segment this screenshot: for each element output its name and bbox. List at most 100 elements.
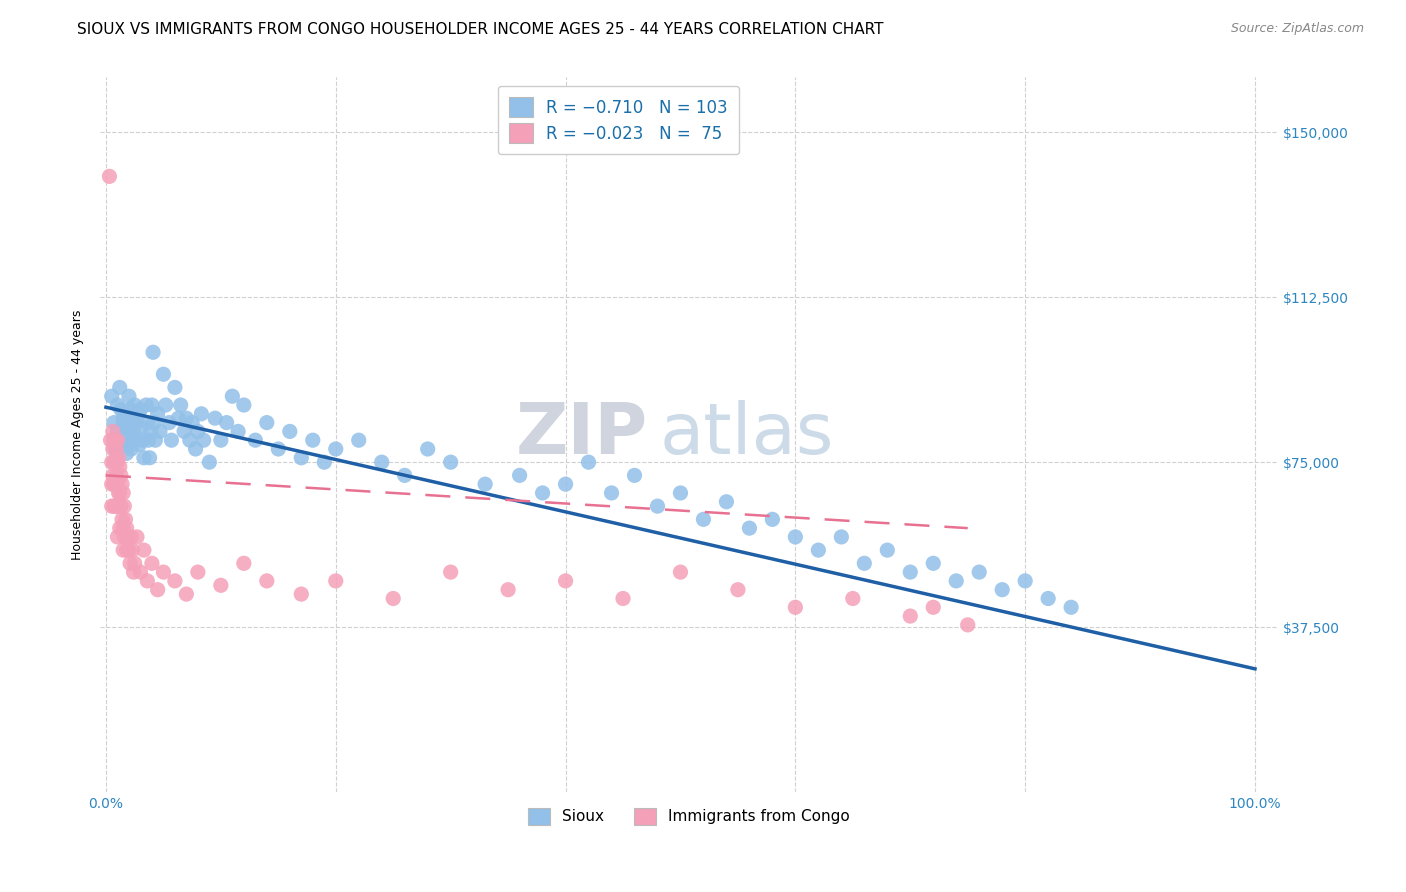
Point — [110, 402, 132, 417]
Point — [785, 530, 807, 544]
Point — [370, 455, 392, 469]
Point — [104, 499, 127, 513]
Point — [104, 433, 127, 447]
Point — [198, 455, 221, 469]
Point — [118, 389, 141, 403]
Point — [898, 609, 921, 624]
Point — [142, 345, 165, 359]
Point — [669, 565, 692, 579]
Point — [143, 416, 166, 430]
Point — [256, 574, 278, 588]
Point — [124, 398, 146, 412]
Point — [115, 429, 138, 443]
Point — [600, 486, 623, 500]
Point — [163, 574, 186, 588]
Legend: Sioux, Immigrants from Congo: Sioux, Immigrants from Congo — [519, 798, 859, 834]
Point — [394, 468, 416, 483]
Point — [117, 416, 139, 430]
Point — [167, 411, 190, 425]
Point — [112, 543, 135, 558]
Point — [103, 416, 125, 430]
Point — [111, 420, 134, 434]
Point — [103, 455, 125, 469]
Point — [176, 411, 198, 425]
Point — [141, 398, 163, 412]
Point — [215, 416, 238, 430]
Point — [232, 557, 254, 571]
Point — [474, 477, 496, 491]
Point — [382, 591, 405, 606]
Point — [132, 450, 155, 465]
Point — [114, 407, 136, 421]
Point — [647, 499, 669, 513]
Point — [125, 416, 148, 430]
Point — [956, 618, 979, 632]
Point — [290, 587, 312, 601]
Point — [945, 574, 967, 588]
Point — [107, 433, 129, 447]
Point — [157, 416, 180, 430]
Point — [187, 565, 209, 579]
Point — [101, 442, 124, 456]
Point — [578, 455, 600, 469]
Point — [107, 455, 129, 469]
Point — [145, 433, 167, 447]
Point — [108, 459, 131, 474]
Point — [496, 582, 519, 597]
Point — [110, 499, 132, 513]
Point — [179, 433, 201, 447]
Point — [141, 557, 163, 571]
Point — [101, 468, 124, 483]
Point — [136, 416, 159, 430]
Point — [146, 582, 169, 597]
Point — [120, 420, 142, 434]
Point — [761, 512, 783, 526]
Point — [107, 486, 129, 500]
Point — [853, 557, 876, 571]
Point — [115, 446, 138, 460]
Point — [232, 398, 254, 412]
Point — [120, 402, 142, 417]
Point — [118, 411, 141, 425]
Point — [160, 433, 183, 447]
Point — [509, 468, 531, 483]
Point — [245, 433, 267, 447]
Point — [807, 543, 830, 558]
Point — [922, 600, 945, 615]
Point — [267, 442, 290, 456]
Point — [125, 530, 148, 544]
Point — [193, 433, 215, 447]
Point — [135, 398, 157, 412]
Point — [115, 521, 138, 535]
Point — [107, 425, 129, 439]
Point — [117, 530, 139, 544]
Point — [785, 600, 807, 615]
Point — [173, 425, 195, 439]
Point — [108, 521, 131, 535]
Point — [152, 565, 174, 579]
Point — [738, 521, 761, 535]
Point — [132, 543, 155, 558]
Point — [104, 442, 127, 456]
Point — [120, 442, 142, 456]
Point — [187, 425, 209, 439]
Point — [107, 450, 129, 465]
Point — [107, 477, 129, 491]
Point — [146, 407, 169, 421]
Point — [226, 425, 249, 439]
Point — [440, 455, 463, 469]
Point — [112, 433, 135, 447]
Point — [103, 433, 125, 447]
Point — [100, 433, 122, 447]
Y-axis label: Householder Income Ages 25 - 44 years: Householder Income Ages 25 - 44 years — [72, 310, 84, 560]
Point — [554, 574, 576, 588]
Point — [623, 468, 645, 483]
Point — [991, 582, 1014, 597]
Point — [612, 591, 634, 606]
Point — [100, 499, 122, 513]
Point — [139, 425, 162, 439]
Point — [104, 477, 127, 491]
Point — [101, 425, 124, 439]
Point — [314, 455, 336, 469]
Point — [111, 477, 134, 491]
